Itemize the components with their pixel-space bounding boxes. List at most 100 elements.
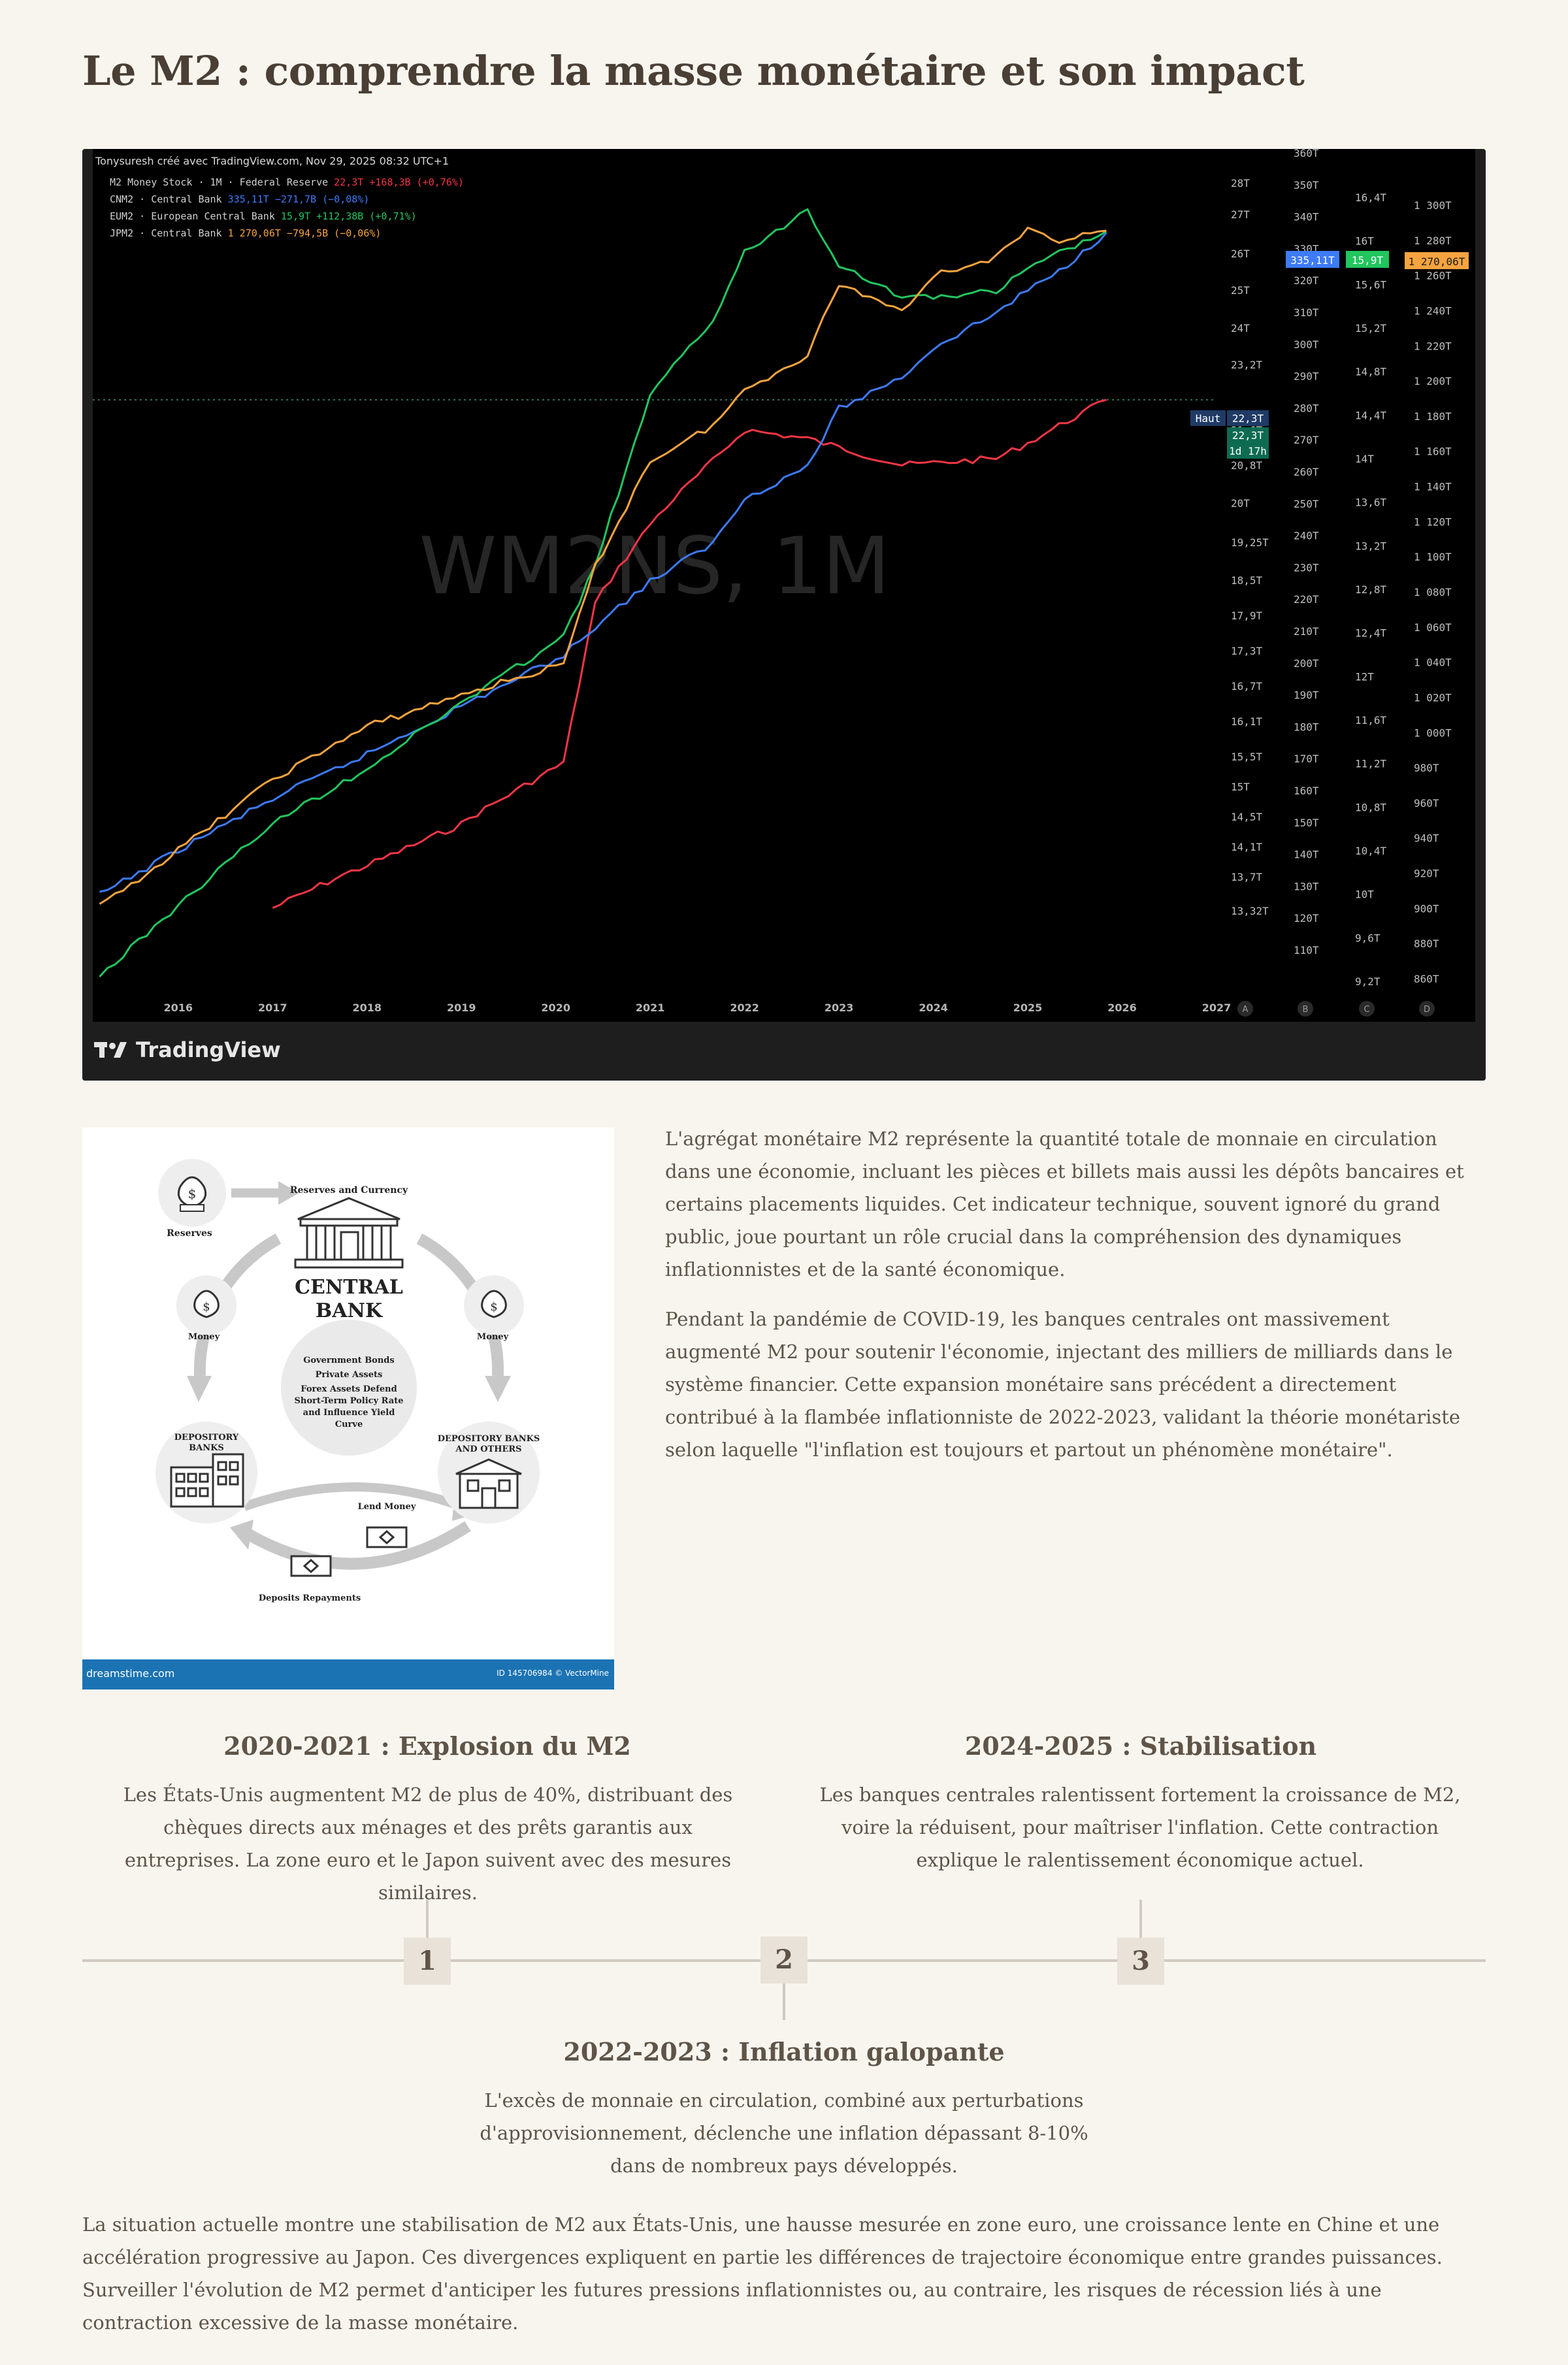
phase-3-text: Les banques centrales ralentissent forte… [819, 1784, 1461, 1871]
price-tick-label: 310T [1294, 306, 1319, 319]
price-tick-label: 130T [1294, 880, 1319, 892]
banknote-icon [366, 1526, 408, 1548]
price-tick-label: 900T [1414, 902, 1439, 915]
chart-legend: M2 Money Stock · 1M · Federal Reserve 22… [110, 176, 464, 239]
axis-id-marker[interactable] [1298, 1001, 1313, 1017]
euro-m2-line [99, 208, 1107, 978]
lend-money-label: Lend Money [358, 1502, 416, 1512]
axis-id-marker[interactable] [1237, 1001, 1253, 1017]
svg-text:$: $ [203, 1300, 210, 1314]
chart-svg[interactable]: Tonysuresh créé avec TradingView.com, No… [93, 149, 1475, 1022]
central-bank-title-1: CENTRAL [295, 1276, 403, 1299]
illustration-credit-bar: dreamstime.com ID 145706984 © VectorMine [82, 1659, 614, 1689]
haut-value-bg [1227, 410, 1269, 426]
price-tick-label: 26T [1231, 248, 1250, 260]
reserves-currency-label: Reserves and Currency [290, 1185, 408, 1196]
price-tick-label: 1 220T [1414, 340, 1452, 352]
china-m2-line [99, 231, 1107, 893]
tradingview-logo[interactable]: TradingView [94, 1037, 281, 1062]
timeline-connector-1 [426, 1900, 429, 1939]
price-axis-eu[interactable]: 16,4T 16T 15,6T 15,2T 14,8T 14,4T 14T 13,6T 13,2… [1355, 191, 1387, 988]
price-tick-label: 1 060T [1414, 621, 1452, 634]
price-tick-label: 190T [1294, 689, 1319, 702]
legend-entry: EUM2 · European Central Bank 15,9T +112,… [110, 210, 417, 222]
fed-last-value: 22,3T [1232, 429, 1264, 442]
central-bank-diagram: $ Reserves Reserves and Currency CENTRAL… [155, 1159, 540, 1603]
price-tick-label: 110T [1294, 944, 1319, 956]
price-tick-label: 1 020T [1414, 691, 1452, 704]
center-text-1: Government Bonds [303, 1356, 394, 1365]
axis-id-marker[interactable] [1419, 1001, 1435, 1017]
office-building-icon [170, 1453, 244, 1508]
money-bag-icon: $ [193, 1290, 220, 1318]
price-tick-label: 25T [1231, 284, 1250, 297]
price-tick-label: 10,8T [1355, 801, 1387, 813]
price-tick-label: 1 040T [1414, 657, 1452, 669]
phase-2-text: L'excès de monnaie en circulation, combi… [480, 2089, 1088, 2177]
price-tick-label: 1 200T [1414, 375, 1452, 387]
chart-plot-area[interactable]: Tonysuresh créé avec TradingView.com, No… [93, 149, 1475, 1022]
legend-entry: JPM2 · Central Bank 1 270,06T −794,5B (−… [110, 227, 381, 239]
price-tick-label: 24T [1231, 322, 1250, 334]
price-tick-label: 860T [1414, 973, 1439, 985]
price-tick-label: 270T [1294, 434, 1319, 446]
phase-3-title: 2024-2025 : Stabilisation [964, 1731, 1317, 1761]
x-tick-label: 2021 [636, 1002, 665, 1014]
jp-last-value-bg [1405, 252, 1469, 269]
conclusion-paragraph: La situation actuelle montre une stabili… [82, 2213, 1443, 2334]
timeline-connector-2 [783, 1983, 785, 2020]
price-tick-label: 10T [1355, 889, 1374, 901]
tradingview-brand: TradingView [136, 1037, 281, 1062]
price-axis-cn[interactable]: 360T350T340T330T320T310T300T290T280T270T… [1294, 149, 1319, 956]
phase-1-text: Les États-Unis augmentent M2 de plus de … [123, 1784, 733, 1904]
price-tick-label: 1 100T [1414, 551, 1452, 563]
x-axis: 2016 2017 2018 2019 2020 2021 2022 2023 2024 2025… [164, 1002, 1232, 1014]
price-tick-label: 9,6T [1355, 932, 1380, 944]
x-tick-label: 2019 [447, 1002, 476, 1014]
money-bag-icon: $ [481, 1290, 507, 1318]
money-bag-icon: $ [177, 1176, 207, 1212]
price-tick-label: 28T [1231, 177, 1250, 189]
center-text-4: Short-Term Policy Rate [295, 1396, 404, 1406]
price-axis-jp[interactable]: 1 300T 1 280T 1 260T 1 240T 1 220T 1 200T 1 18… [1414, 199, 1452, 985]
price-tick-label: 13,6T [1355, 497, 1387, 509]
x-tick-label: 2027 [1202, 1002, 1232, 1014]
price-tick-label: 230T [1294, 561, 1319, 574]
intro-paragraph-1: L'agrégat monétaire M2 représente la qua… [665, 1128, 1464, 1280]
illustration-brand: dreamstime.com [86, 1667, 175, 1680]
eu-last-value-bg [1346, 251, 1389, 268]
japan-m2-line [99, 227, 1107, 905]
x-tick-label: 2017 [258, 1002, 287, 1014]
axis-id-label: A [1243, 1005, 1249, 1015]
price-tick-label: 14,5T [1231, 811, 1263, 823]
axis-id-marker[interactable] [1359, 1001, 1375, 1017]
timeline-step-1: 1 [404, 1938, 451, 1985]
price-tick-label: 320T [1294, 274, 1319, 287]
timeline-step-2: 2 [760, 1936, 808, 1983]
series-lines [93, 208, 1217, 978]
price-tick-label: 1 080T [1414, 586, 1452, 598]
fed-last-value-bg [1227, 427, 1269, 443]
price-tick-label: 20,8T [1231, 459, 1263, 472]
x-tick-label: 2025 [1013, 1002, 1043, 1014]
price-tick-label: 12,4T [1355, 627, 1387, 640]
price-tick-label: 20T [1231, 497, 1250, 510]
price-tick-label: 880T [1414, 938, 1439, 950]
price-axis-fed[interactable]: 28T27T26T25T24T23,2T21,6T20,8T20T19,25T1… [1231, 177, 1269, 917]
axis-id-markers[interactable]: A B C D [1237, 1001, 1435, 1017]
price-tick-label: 11,2T [1355, 758, 1387, 770]
m2-chart[interactable]: Tonysuresh créé avec TradingView.com, No… [82, 149, 1486, 1081]
price-tick-label: 11,6T [1355, 714, 1387, 726]
price-tick-label: 16,7T [1231, 680, 1263, 693]
money-right-label: Money [477, 1332, 509, 1342]
price-tick-label: 1 140T [1414, 481, 1452, 493]
price-tick-label: 16T [1355, 235, 1374, 248]
price-tick-label: 17,3T [1231, 645, 1263, 657]
tradingview-logo-icon [94, 1042, 127, 1058]
price-tick-label: 16,1T [1231, 715, 1263, 728]
price-tick-label: 13,2T [1355, 540, 1387, 552]
price-tick-label: 980T [1414, 762, 1439, 774]
price-tick-label: 140T [1294, 849, 1319, 861]
x-tick-label: 2023 [825, 1002, 854, 1014]
price-tick-label: 250T [1294, 498, 1319, 510]
